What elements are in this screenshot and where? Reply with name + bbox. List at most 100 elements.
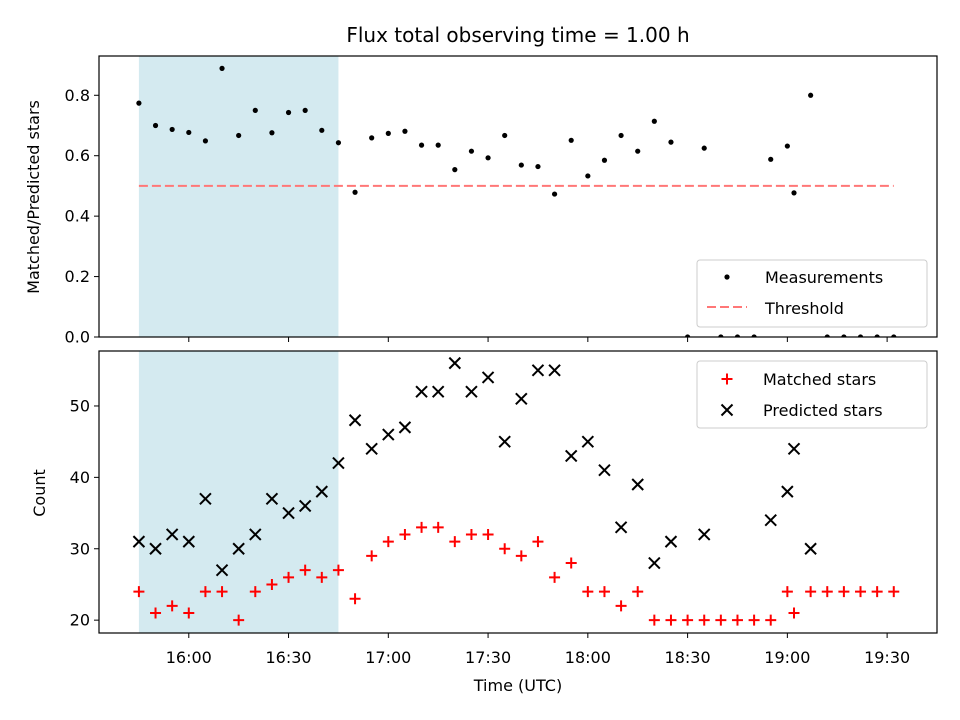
measurement-point bbox=[874, 334, 880, 337]
y-tick-label: 50 bbox=[70, 396, 90, 415]
measurement-point bbox=[152, 122, 159, 129]
x-tick-label: 18:30 bbox=[665, 648, 711, 667]
legend-label-predicted: Predicted stars bbox=[763, 401, 883, 420]
predicted-star-point bbox=[165, 528, 179, 541]
measurement-point bbox=[808, 92, 814, 98]
predicted-star-point bbox=[648, 556, 661, 570]
predicted-star-point bbox=[515, 392, 528, 406]
predicted-star-point bbox=[631, 478, 644, 491]
predicted-star-point bbox=[382, 428, 395, 441]
predicted-star-point bbox=[804, 542, 817, 555]
predicted-star-point bbox=[415, 385, 428, 398]
matched-star-point bbox=[482, 528, 494, 540]
predicted-star-point bbox=[614, 521, 628, 534]
matched-star-point bbox=[731, 614, 743, 626]
matched-star-point bbox=[532, 536, 544, 548]
bottom-y-axis-label: Count bbox=[30, 469, 49, 517]
predicted-star-point bbox=[315, 485, 329, 498]
predicted-star-point bbox=[448, 356, 462, 370]
chart-title: Flux total observing time = 1.00 h bbox=[346, 23, 689, 47]
predicted-star-point bbox=[465, 385, 478, 398]
matched-star-point bbox=[805, 586, 817, 598]
measurement-point bbox=[568, 137, 574, 143]
matched-star-point bbox=[598, 586, 610, 598]
predicted-star-point bbox=[149, 542, 162, 555]
predicted-star-point bbox=[531, 364, 545, 377]
matched-star-point bbox=[632, 586, 644, 598]
matched-star-point bbox=[416, 521, 428, 533]
predicted-star-point bbox=[664, 535, 678, 548]
measurement-point bbox=[385, 130, 391, 136]
predicted-star-point bbox=[365, 442, 378, 456]
matched-star-point bbox=[133, 586, 145, 598]
predicted-star-point bbox=[481, 371, 495, 384]
predicted-star-point bbox=[249, 528, 262, 541]
measurement-point bbox=[857, 334, 864, 337]
measurement-point bbox=[734, 334, 741, 337]
matched-star-point bbox=[682, 614, 694, 626]
matched-star-point bbox=[549, 571, 561, 583]
matched-star-point bbox=[382, 536, 394, 548]
matched-star-point bbox=[821, 586, 833, 598]
y-tick-label: 0.2 bbox=[65, 267, 90, 286]
matched-star-point bbox=[233, 614, 245, 626]
matched-star-point bbox=[316, 571, 328, 583]
y-tick-label: 30 bbox=[70, 539, 90, 558]
measurement-point bbox=[252, 107, 258, 113]
matched-star-point bbox=[565, 557, 577, 569]
predicted-star-point bbox=[282, 506, 295, 520]
matched-star-point bbox=[449, 536, 461, 548]
predicted-star-point bbox=[348, 414, 362, 427]
x-tick-label: 18:00 bbox=[565, 648, 611, 667]
measurement-point bbox=[551, 191, 558, 197]
matched-star-point bbox=[266, 578, 278, 590]
measurement-point bbox=[219, 65, 225, 71]
measurement-point bbox=[202, 138, 209, 144]
measurement-point bbox=[502, 132, 508, 139]
measurement-point bbox=[435, 142, 441, 148]
measurement-point bbox=[684, 334, 691, 337]
measurement-point bbox=[186, 129, 192, 136]
observing-window-shade bbox=[138, 56, 339, 337]
matched-star-point bbox=[871, 586, 883, 598]
matched-star-point bbox=[332, 564, 344, 576]
matched-star-point bbox=[838, 586, 850, 598]
top-y-axis-label: Matched/Predicted stars bbox=[24, 100, 43, 294]
measurement-point bbox=[891, 334, 897, 337]
x-tick-label: 16:00 bbox=[166, 648, 212, 667]
measurement-point bbox=[651, 118, 657, 124]
matched-star-point bbox=[615, 600, 627, 612]
axes-frame bbox=[98, 55, 938, 338]
axes-frame bbox=[98, 350, 938, 634]
predicted-star-point bbox=[764, 513, 777, 527]
matched-star-point bbox=[748, 614, 760, 626]
measurement-point bbox=[236, 132, 242, 139]
x-tick-label: 19:00 bbox=[764, 648, 810, 667]
predicted-star-point bbox=[332, 456, 345, 470]
matched-star-point bbox=[166, 600, 178, 612]
legend-measurement-marker bbox=[724, 274, 730, 280]
x-tick-label: 19:30 bbox=[864, 648, 910, 667]
matched-star-point bbox=[150, 607, 162, 619]
measurement-point bbox=[518, 162, 524, 168]
predicted-star-point bbox=[265, 492, 279, 505]
matched-star-point bbox=[349, 593, 361, 605]
matched-star-point bbox=[432, 521, 444, 533]
measurement-point bbox=[668, 139, 674, 145]
observing-window-shade bbox=[138, 351, 339, 633]
matched-star-point bbox=[299, 564, 311, 576]
matched-star-point bbox=[648, 614, 660, 626]
legend-label-measurements: Measurements bbox=[765, 268, 883, 287]
x-tick-label: 16:30 bbox=[265, 648, 311, 667]
matched-star-point bbox=[216, 586, 228, 598]
y-tick-label: 0.0 bbox=[65, 328, 90, 347]
x-axis-label: Time (UTC) bbox=[473, 676, 562, 695]
predicted-star-point bbox=[398, 421, 412, 434]
y-tick-label: 0.6 bbox=[65, 146, 90, 165]
measurement-point bbox=[352, 189, 358, 195]
measurement-point bbox=[784, 143, 790, 149]
predicted-star-point bbox=[498, 435, 511, 448]
measurement-point bbox=[635, 148, 641, 154]
matched-star-point bbox=[582, 586, 594, 598]
